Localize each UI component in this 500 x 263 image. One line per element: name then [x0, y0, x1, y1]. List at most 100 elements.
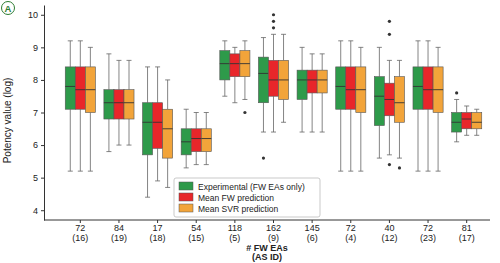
x-tick: 72(4)	[345, 220, 356, 243]
whisker-cap-low	[222, 96, 227, 97]
whisker-cap-low	[348, 171, 353, 172]
x-tick-label-line: (16)	[72, 233, 88, 243]
box	[307, 54, 317, 132]
box-median	[181, 141, 191, 142]
whisker-cap-high	[88, 47, 93, 48]
x-tick: 17(18)	[150, 220, 166, 243]
y-tick: 10	[28, 10, 44, 20]
whisker-cap-low	[88, 171, 93, 172]
whisker-cap-low	[126, 145, 131, 146]
x-tick-label-line: 81	[462, 223, 472, 233]
x-tick-label-line: 40	[384, 223, 394, 233]
x-axis: 72(16)84(19)17(18)54(15)118(5)162(9)145(…	[44, 220, 490, 243]
whisker-cap-low	[68, 171, 73, 172]
box-body	[75, 67, 85, 109]
whisker-cap-high	[310, 53, 315, 54]
box	[153, 67, 163, 181]
box-median	[433, 89, 443, 90]
box	[191, 113, 201, 165]
whisker-high	[350, 41, 351, 67]
box-body	[452, 113, 462, 133]
box	[258, 38, 268, 160]
whisker-high	[186, 109, 187, 129]
legend-swatch	[179, 182, 193, 190]
box-median	[297, 79, 307, 80]
whisker-high	[196, 113, 197, 129]
legend-label: Mean SVR prediction	[198, 204, 279, 214]
whisker-high	[147, 67, 148, 103]
x-tick: 81(17)	[459, 220, 475, 243]
x-axis-title: # FW EAs(AS ID)	[246, 243, 288, 262]
whisker-cap-high	[464, 105, 469, 106]
x-tick-label-line: (5)	[229, 233, 240, 243]
whisker-high	[399, 60, 400, 76]
outlier	[388, 33, 391, 36]
whisker-low	[129, 119, 130, 145]
whisker-low	[206, 152, 207, 165]
x-tick-label: 17(18)	[150, 223, 166, 243]
whisker-cap-low	[377, 158, 382, 159]
x-tick-label-line: 162	[266, 223, 281, 233]
box-median	[85, 89, 95, 90]
whisker-low	[118, 119, 119, 145]
whisker-cap-low	[387, 154, 392, 155]
y-tick: 6	[33, 140, 44, 150]
x-tick-label: 162(9)	[266, 223, 281, 243]
whisker-high	[206, 113, 207, 129]
whisker-cap-high	[415, 40, 420, 41]
whisker-low	[224, 80, 225, 96]
whisker-cap-low	[426, 171, 431, 172]
box-median	[163, 128, 173, 129]
whisker-low	[389, 116, 390, 155]
x-tick-label-line: (17)	[459, 233, 475, 243]
x-tick-label-line: 72	[423, 223, 433, 233]
whisker-high	[118, 60, 119, 89]
box-median	[346, 89, 356, 90]
whisker-high	[302, 47, 303, 70]
whisker-cap-low	[165, 187, 170, 188]
box-median	[104, 102, 114, 103]
whisker-cap-low	[242, 99, 247, 100]
box-body	[336, 67, 346, 109]
whisker-low	[90, 113, 91, 172]
box	[114, 60, 124, 145]
box-median	[191, 138, 201, 139]
y-tick: 7	[33, 108, 44, 118]
whisker-low	[70, 109, 71, 171]
x-tick: 162(9)	[266, 220, 281, 243]
y-tick-mark	[41, 145, 44, 146]
x-tick-label: 54(15)	[188, 223, 204, 243]
outlier	[388, 20, 391, 23]
box-body	[104, 90, 114, 119]
box-median	[220, 63, 230, 64]
y-tick-label: 8	[33, 75, 38, 85]
box	[124, 60, 134, 145]
outlier	[272, 26, 275, 29]
box	[394, 60, 404, 169]
whisker-high	[389, 60, 390, 83]
box-body	[258, 57, 268, 103]
whisker-cap-low	[310, 132, 315, 133]
whisker-low	[456, 132, 457, 142]
box-median	[153, 122, 163, 123]
box	[472, 109, 482, 135]
box-body	[384, 83, 394, 116]
whisker-low	[340, 109, 341, 171]
x-tick-label: 118(5)	[228, 223, 242, 243]
whisker-high	[90, 47, 91, 67]
whisker-cap-low	[204, 164, 209, 165]
box	[230, 47, 240, 102]
whisker-cap-low	[106, 151, 111, 152]
whisker-high	[108, 54, 109, 90]
box-median	[384, 99, 394, 100]
box-body	[114, 90, 124, 119]
whisker-low	[147, 155, 148, 197]
whisker-cap-high	[338, 40, 343, 41]
box	[240, 41, 250, 114]
box	[268, 13, 278, 132]
whisker-cap-high	[106, 53, 111, 54]
x-tick-label: 72(23)	[420, 223, 436, 243]
box	[356, 47, 366, 171]
box	[346, 41, 356, 171]
y-tick: 9	[33, 43, 44, 53]
